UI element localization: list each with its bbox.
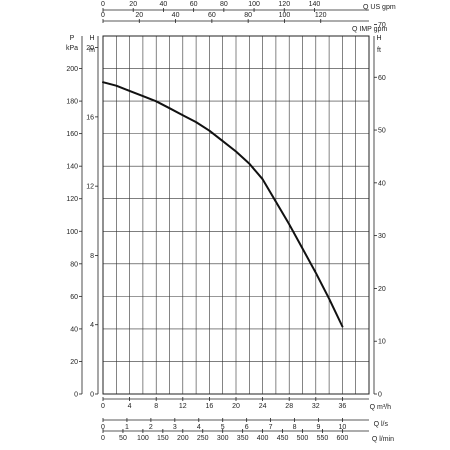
bottom_ls-tick-label: 5 [221, 424, 225, 431]
bottom_m3h-tick-label: 8 [154, 403, 158, 410]
bottom_lmin-tick-label: 500 [297, 435, 309, 442]
right_ft-unit-sub: ft [377, 47, 381, 54]
right_ft-tick-label: 20 [378, 286, 386, 293]
bottom_lmin-tick-label: 450 [277, 435, 289, 442]
top_usgpm-tick-label: 40 [160, 1, 168, 8]
left_kpa-tick-label: 120 [66, 196, 78, 203]
bottom_lmin-tick-label: 50 [119, 435, 127, 442]
top_impgpm-tick-label: 80 [244, 12, 252, 19]
top_impgpm-tick-label: 60 [208, 12, 216, 19]
bottom_lmin-tick-label: 250 [197, 435, 209, 442]
bottom_lmin-tick-label: 600 [337, 435, 349, 442]
bottom_lmin-tick-label: 400 [257, 435, 269, 442]
left_m-tick-label: 20 [86, 45, 94, 52]
right_ft-tick-label: 70 [378, 22, 386, 29]
top_impgpm-tick-label: 40 [172, 12, 180, 19]
bottom_lmin-tick-label: 200 [177, 435, 189, 442]
left_kpa-tick-label: 80 [70, 261, 78, 268]
top_usgpm-tick-label: 100 [248, 1, 260, 8]
left_kpa-tick-label: 180 [66, 99, 78, 106]
bottom_m3h-tick-label: 36 [339, 403, 347, 410]
bottom_ls-tick-label: 9 [317, 424, 321, 431]
left_m-tick-label: 12 [86, 184, 94, 191]
left_kpa-unit-sub: kPa [66, 45, 78, 52]
top_usgpm-tick-label: 120 [278, 1, 290, 8]
left_kpa-tick-label: 200 [66, 66, 78, 73]
bottom_ls-unit-label: Q l/s [374, 421, 389, 428]
left_kpa-tick-label: 40 [70, 326, 78, 333]
left_kpa-unit-label: P [70, 35, 75, 42]
left_m-tick-label: 16 [86, 114, 94, 121]
bottom_lmin-tick-label: 0 [101, 435, 105, 442]
bottom_m3h-tick-label: 16 [206, 403, 214, 410]
right_ft-tick-label: 60 [378, 75, 386, 82]
top_impgpm-tick-label: 20 [135, 12, 143, 19]
bottom_m3h-tick-label: 4 [128, 403, 132, 410]
bottom_lmin-tick-label: 150 [157, 435, 169, 442]
left_kpa-tick-label: 100 [66, 229, 78, 236]
bottom_m3h-tick-label: 24 [259, 403, 267, 410]
top_usgpm-tick-label: 20 [129, 1, 137, 8]
top_usgpm-unit-label: Q US gpm [363, 4, 396, 11]
left_m-unit-label: H [89, 35, 94, 42]
bottom_lmin-tick-label: 350 [237, 435, 249, 442]
right_ft-tick-label: 30 [378, 233, 386, 240]
bottom_ls-tick-label: 1 [125, 424, 129, 431]
top_usgpm-tick-label: 60 [190, 1, 198, 8]
bottom_ls-tick-label: 2 [149, 424, 153, 431]
grid [102, 35, 370, 395]
left_m-tick-label: 0 [90, 392, 94, 399]
bottom_ls-tick-label: 4 [197, 424, 201, 431]
axes: 0 4 8 12 16 20 24 28 32 36 Q m³/h0 1 2 3 4 5 6 7 8 9 10 Q l/s… [66, 1, 396, 443]
right_ft-tick-label: 50 [378, 128, 386, 135]
bottom_ls-tick-label: 8 [293, 424, 297, 431]
bottom_m3h-tick-label: 12 [179, 403, 187, 410]
bottom_m3h-tick-label: 0 [101, 403, 105, 410]
bottom_lmin-tick-label: 550 [317, 435, 329, 442]
plot-frame [102, 35, 370, 395]
top_impgpm-tick-label: 100 [279, 12, 291, 19]
bottom_lmin-tick-label: 100 [137, 435, 149, 442]
right_ft-tick-label: 0 [378, 392, 382, 399]
top_usgpm-tick-label: 0 [101, 1, 105, 8]
top_usgpm-tick-label: 140 [309, 1, 321, 8]
top_impgpm-tick-label: 0 [101, 12, 105, 19]
bottom_ls-tick-label: 3 [173, 424, 177, 431]
bottom_lmin-tick-label: 300 [217, 435, 229, 442]
left_kpa-tick-label: 20 [70, 359, 78, 366]
bottom_ls-tick-label: 0 [101, 424, 105, 431]
left_kpa-tick-label: 0 [74, 392, 78, 399]
bottom_ls-tick-label: 10 [339, 424, 347, 431]
left_kpa-tick-label: 140 [66, 164, 78, 171]
series-line [102, 81, 344, 328]
bottom_ls-tick-label: 6 [245, 424, 249, 431]
bottom_m3h-tick-label: 32 [312, 403, 320, 410]
top_impgpm-unit-label: Q IMP gpm [352, 26, 387, 33]
bottom_m3h-unit-label: Q m³/h [370, 404, 391, 411]
top_impgpm-tick-label: 120 [315, 12, 327, 19]
right_ft-tick-label: 10 [378, 339, 386, 346]
left_kpa-tick-label: 60 [70, 294, 78, 301]
bottom_ls-tick-label: 7 [269, 424, 273, 431]
top_usgpm-tick-label: 80 [220, 1, 228, 8]
right_ft-unit-label: H [376, 35, 381, 42]
bottom_m3h-tick-label: 20 [232, 403, 240, 410]
bottom_lmin-unit-label: Q l/min [372, 436, 394, 443]
right_ft-tick-label: 40 [378, 180, 386, 187]
left_m-tick-label: 8 [90, 253, 94, 260]
bottom_m3h-tick-label: 28 [285, 403, 293, 410]
left_m-tick-label: 4 [90, 322, 94, 329]
left_m-unit-sub: m [89, 47, 95, 54]
left_kpa-tick-label: 160 [66, 131, 78, 138]
